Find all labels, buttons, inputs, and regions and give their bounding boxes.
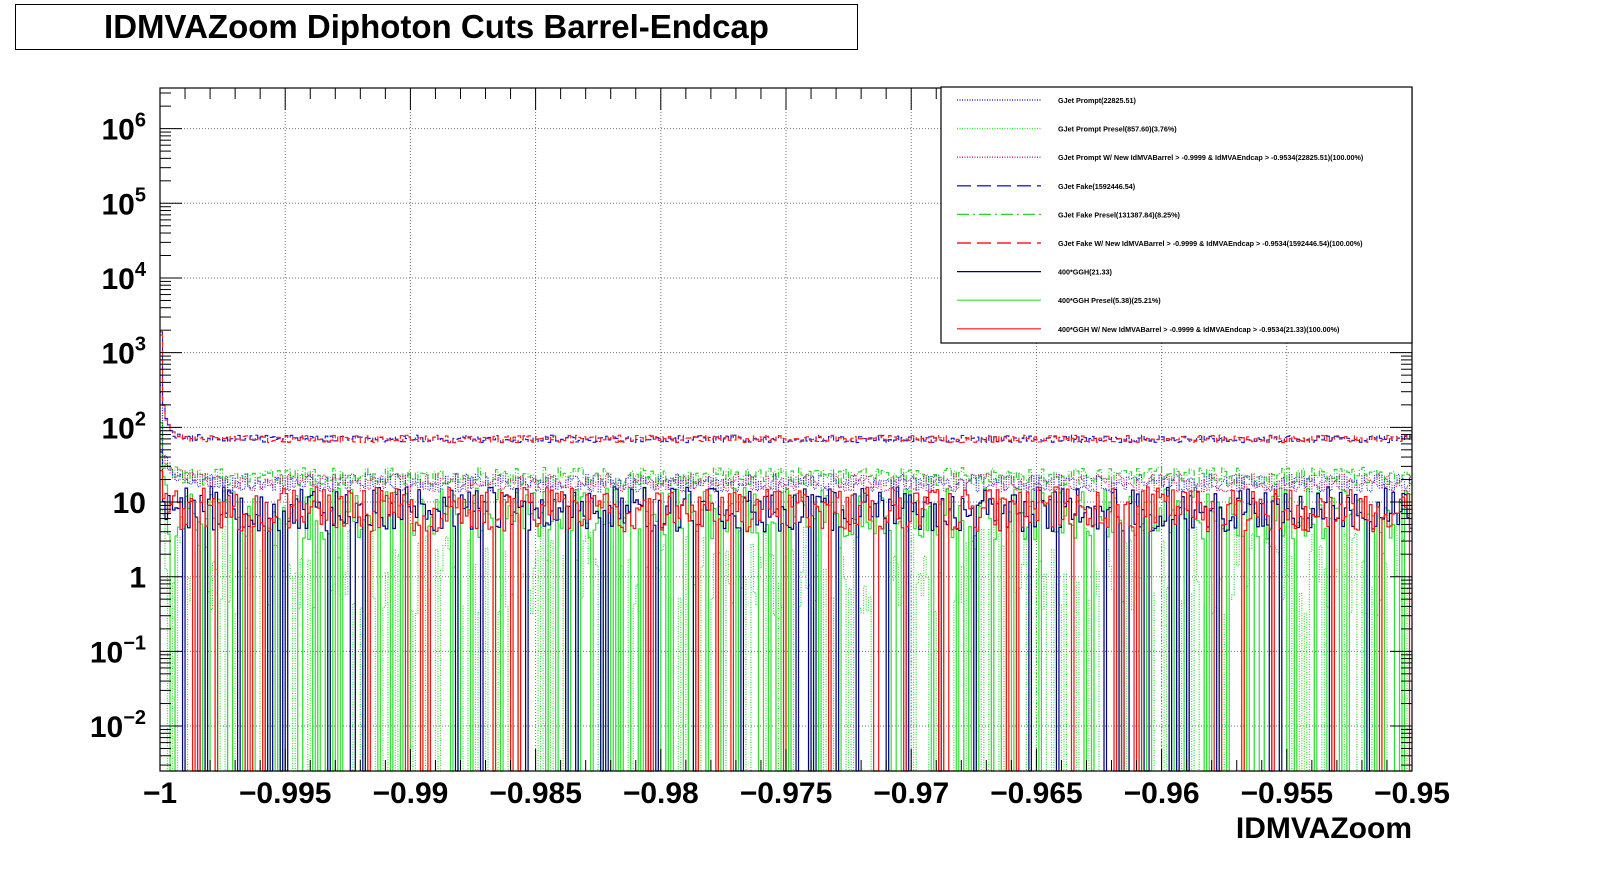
y-tick-label: 10: [113, 487, 146, 520]
x-tick-label: −0.95: [1374, 777, 1450, 810]
series-line-8: [160, 470, 1412, 772]
legend: GJet Prompt(22825.51) GJet Prompt Presel(…: [940, 86, 1413, 344]
x-tick-label: −0.985: [489, 777, 582, 810]
y-tick-label: 1: [129, 562, 146, 595]
y-tick-label: 104: [102, 259, 147, 296]
chart-title: IDMVAZoom Diphoton Cuts Barrel-Endcap: [104, 8, 769, 45]
series-line-3: [160, 331, 1412, 444]
x-tick-label: −1: [143, 777, 177, 810]
x-axis-label: IDMVAZoom: [1236, 812, 1412, 845]
legend-entry-label: GJet Prompt(22825.51): [1058, 96, 1137, 105]
y-tick-label: 10−1: [90, 632, 146, 669]
x-tick-label: −0.995: [239, 777, 332, 810]
y-tick-label: 106: [102, 110, 147, 147]
x-tick-label: −0.98: [623, 777, 699, 810]
axes: −1 −0.995 −0.99 −0.985 −0.98 −0.975 −0.97 −0.96…: [90, 87, 1450, 845]
x-tick-label: −0.96: [1124, 777, 1200, 810]
legend-entry-label: GJet Fake W/ New IdMVABarrel > -0.9999 &…: [1058, 239, 1363, 248]
x-tick-label: −0.965: [990, 777, 1083, 810]
x-tick-label: −0.975: [740, 777, 833, 810]
legend-entry-label: 400*GGH(21.33): [1058, 268, 1113, 277]
series-line-5: [160, 334, 1412, 444]
series-layer: [160, 331, 1412, 772]
series-line-4: [160, 421, 1412, 486]
x-tick-label: −0.955: [1241, 777, 1334, 810]
legend-entry-label: GJet Fake(1592446.54): [1058, 182, 1136, 191]
chart-title-box: IDMVAZoom Diphoton Cuts Barrel-Endcap: [15, 4, 858, 50]
legend-entry-label: GJet Prompt W/ New IdMVABarrel > -0.9999…: [1058, 153, 1364, 162]
series-line-7: [160, 422, 1412, 772]
x-tick-label: −0.99: [372, 777, 448, 810]
y-tick-label: 102: [102, 408, 147, 445]
y-tick-label: 10−2: [90, 707, 146, 744]
series-line-2: [160, 392, 1412, 493]
legend-entry-label: 400*GGH Presel(5.38)(25.21%): [1058, 296, 1161, 305]
legend-entry-label: GJet Fake Presel(131387.84)(8.25%): [1058, 210, 1180, 219]
y-tick-label: 103: [102, 334, 147, 371]
legend-entry-label: 400*GGH W/ New IdMVABarrel > -0.9999 & I…: [1058, 325, 1340, 334]
legend-entry-label: GJet Prompt Presel(857.60)(3.76%): [1058, 125, 1177, 134]
x-tick-label: −0.97: [873, 777, 949, 810]
y-tick-label: 105: [102, 184, 147, 221]
